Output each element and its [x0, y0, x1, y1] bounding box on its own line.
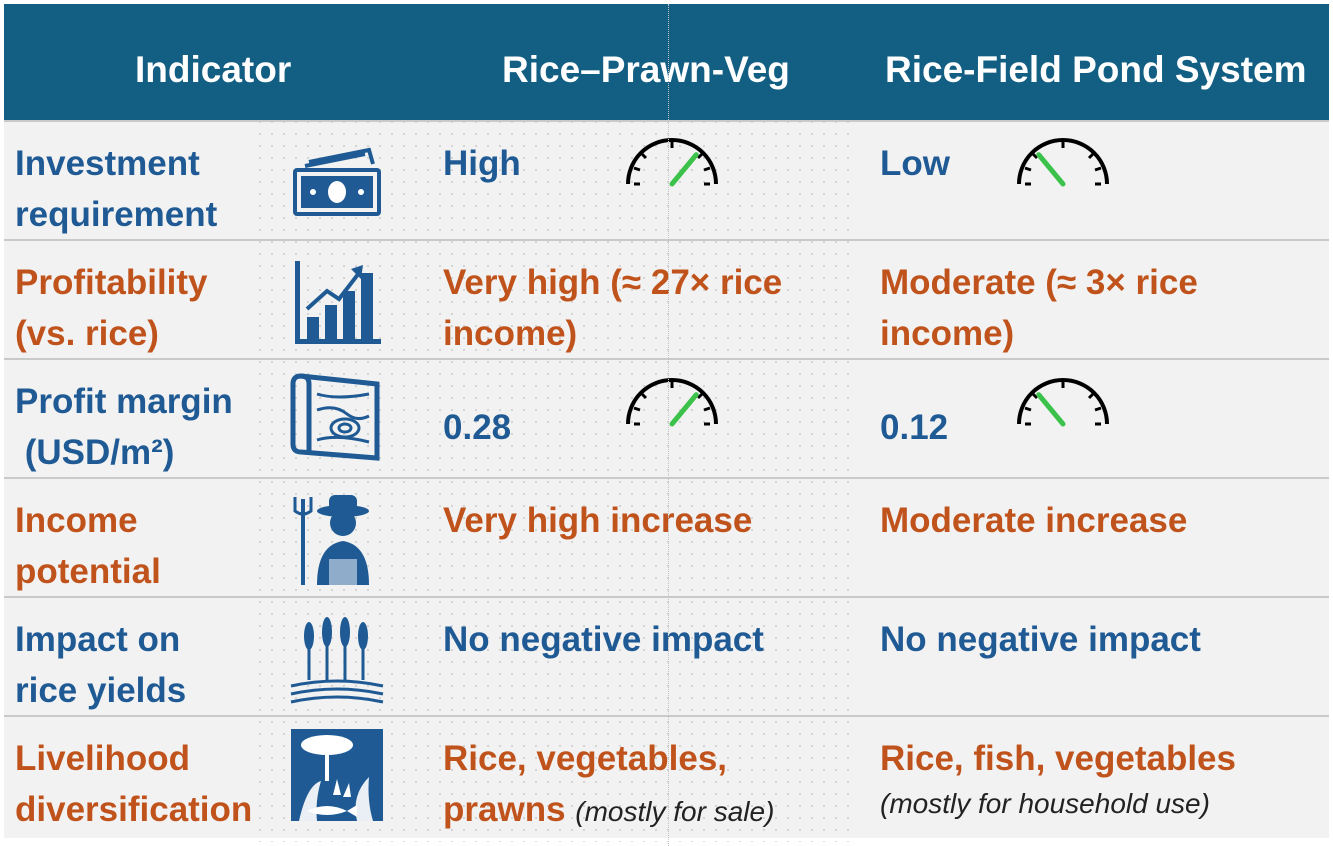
money-icon: [293, 147, 381, 216]
indicator-line: Livelihood: [15, 739, 190, 778]
header-rice-prawn-veg: Rice–Prawn-Veg: [502, 49, 790, 90]
column-guide: [668, 4, 669, 846]
indicator-line: requirement: [15, 195, 218, 234]
system1-value: Very high increase: [443, 501, 753, 540]
value-line: prawns (mostly for sale): [443, 784, 774, 837]
gauge-icon: [1017, 138, 1109, 187]
system1-value: High: [443, 144, 521, 183]
system1-value: No negative impact: [443, 620, 764, 659]
table-header: Indicator Rice–Prawn-Veg Rice-Field Pond…: [4, 4, 1329, 120]
indicator-label: Impact on rice yields: [15, 614, 186, 716]
indicator-label: Investment requirement: [15, 138, 217, 240]
system2-value: Moderate increase: [880, 501, 1188, 540]
land-map-icon: [290, 373, 380, 461]
value-note: (mostly for sale): [575, 796, 775, 827]
row-income-potential: Income potential Very high increase Mode…: [4, 477, 1329, 598]
system2-value: 0.12: [880, 408, 949, 447]
row-profitability: Profitability (vs. rice) Very high (≈ 27…: [4, 239, 1329, 360]
system2-value: Moderate (≈ 3× rice income): [880, 257, 1198, 359]
indicator-line: Profit margin: [15, 382, 233, 421]
indicator-label: Livelihood diversification: [15, 733, 252, 835]
value-line: Moderate (≈ 3× rice: [880, 263, 1198, 302]
row-investment-requirement: Investment requirement High: [4, 120, 1329, 241]
row-impact-rice-yields: Impact on rice yields No negative impact…: [4, 596, 1329, 717]
growth-chart-icon: [295, 261, 381, 344]
rice-field-icon: [290, 617, 384, 704]
gauge-icon: [626, 378, 718, 427]
indicator-label: Income potential: [15, 495, 161, 597]
ecosystem-icon: [291, 729, 383, 821]
value-text: prawns: [443, 790, 566, 829]
value-line: income): [443, 314, 578, 353]
row-profit-margin: Profit margin (USD/m²) 0.28: [4, 358, 1329, 479]
indicator-line: Profitability: [15, 263, 208, 302]
value-line: income): [880, 314, 1015, 353]
farmer-icon: [293, 495, 369, 585]
indicator-line: potential: [15, 552, 161, 591]
row-livelihood-diversification: Livelihood diversification Rice, vegetab…: [4, 715, 1329, 840]
header-rice-field-pond: Rice-Field Pond System: [885, 49, 1307, 90]
gauge-icon: [1017, 378, 1109, 427]
system1-value: Rice, vegetables, prawns (mostly for sal…: [443, 733, 774, 837]
indicator-label: Profitability (vs. rice): [15, 257, 208, 359]
indicator-line: rice yields: [15, 671, 187, 710]
system2-value: Low: [880, 144, 950, 183]
value-line: Rice, vegetables,: [443, 739, 728, 778]
dotted-grid-overlay: [254, 104, 854, 842]
indicator-line: Income: [15, 501, 138, 540]
indicator-label: Profit margin (USD/m²): [15, 376, 233, 478]
gauge-icon: [626, 138, 718, 187]
header-indicator: Indicator: [135, 49, 292, 90]
indicator-line: (vs. rice): [15, 314, 159, 353]
indicator-line: diversification: [15, 790, 253, 829]
value-line: Rice, fish, vegetables: [880, 739, 1236, 778]
indicator-line: Investment: [15, 144, 200, 183]
indicator-line: (USD/m²): [15, 433, 175, 472]
value-note: (mostly for household use): [880, 788, 1210, 819]
system1-value: Very high (≈ 27× rice income): [443, 257, 782, 359]
indicator-line: Impact on: [15, 620, 181, 659]
comparison-table: Indicator Rice–Prawn-Veg Rice-Field Pond…: [4, 4, 1329, 846]
system1-value: 0.28: [443, 408, 512, 447]
value-line: Very high (≈ 27× rice: [443, 263, 783, 302]
system2-value: No negative impact: [880, 620, 1201, 659]
system2-value: Rice, fish, vegetables (mostly for house…: [880, 733, 1236, 824]
